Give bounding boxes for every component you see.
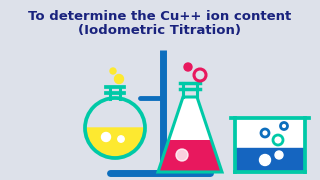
Polygon shape (235, 118, 305, 172)
Circle shape (275, 151, 283, 159)
Wedge shape (86, 128, 144, 157)
Circle shape (115, 75, 124, 84)
Circle shape (176, 149, 188, 161)
Text: (Iodometric Titration): (Iodometric Titration) (78, 24, 242, 37)
Circle shape (110, 68, 116, 74)
Polygon shape (158, 97, 222, 172)
Polygon shape (158, 140, 222, 172)
Circle shape (260, 154, 270, 165)
Circle shape (118, 136, 124, 142)
Text: To determine the Cu++ ion content: To determine the Cu++ ion content (28, 10, 292, 23)
Circle shape (184, 63, 192, 71)
Bar (236, 148, 304, 172)
Circle shape (101, 132, 110, 141)
